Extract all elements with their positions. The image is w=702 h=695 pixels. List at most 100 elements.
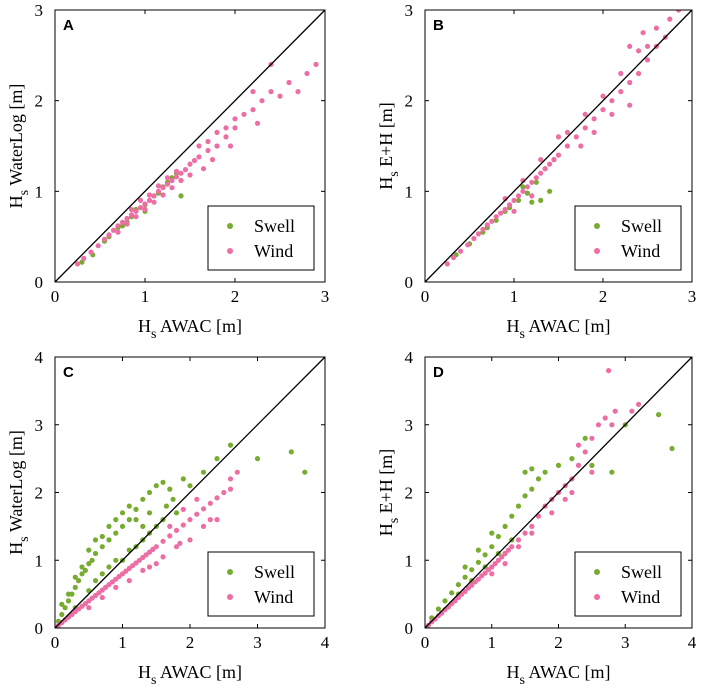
data-point [115, 223, 121, 229]
data-point [119, 223, 126, 229]
y-axis-label: Hs E+H [m] [376, 102, 402, 190]
data-point [475, 547, 481, 553]
data-point [529, 523, 535, 530]
x-axis-label-sub: s [151, 673, 156, 688]
y-tick-label: 4 [405, 348, 414, 367]
data-point [522, 469, 528, 475]
data-point [442, 598, 448, 604]
x-axis-label-rest: AWAC [m] [525, 316, 611, 336]
y-axis-label-main: H [376, 523, 396, 536]
data-point [529, 193, 535, 199]
data-point [180, 522, 186, 528]
data-point [88, 249, 94, 255]
x-axis-label: Hs AWAC [m] [138, 316, 242, 342]
y-axis-label: Hs E+H [m] [376, 449, 402, 537]
data-point [178, 177, 184, 184]
data-point [99, 544, 105, 550]
data-point [515, 197, 522, 203]
data-point [489, 218, 495, 224]
legend-label-swell: Swell [254, 562, 295, 582]
x-tick-label: 2 [599, 287, 608, 306]
data-point [600, 107, 606, 113]
data-point [475, 559, 481, 565]
data-point [254, 120, 261, 126]
data-point [160, 538, 166, 544]
data-point [180, 476, 186, 482]
data-point [551, 157, 557, 163]
data-point [234, 469, 240, 475]
data-point [214, 129, 220, 135]
data-point [106, 523, 112, 530]
data-point [520, 188, 526, 194]
x-tick-label: 3 [621, 633, 630, 652]
data-point [153, 561, 159, 567]
data-layer [55, 442, 308, 628]
data-point [89, 557, 95, 563]
data-point [133, 506, 139, 512]
reference-line-1-1 [54, 356, 326, 629]
x-axis-label-sub: s [151, 327, 156, 342]
legend-box [207, 205, 315, 271]
data-point [609, 111, 615, 117]
data-point [522, 530, 528, 536]
data-point [194, 511, 200, 517]
y-tick-label: 2 [405, 92, 414, 111]
data-point [140, 496, 146, 502]
x-axis-label: Hs AWAC [m] [138, 662, 242, 688]
data-point [191, 157, 198, 164]
y-tick-label: 1 [35, 551, 44, 570]
data-point [589, 462, 595, 468]
data-point [207, 517, 213, 523]
data-point [535, 476, 542, 482]
y-axis-label-sub: s [17, 536, 32, 541]
data-point [547, 188, 553, 194]
data-point [498, 210, 504, 216]
data-point [95, 243, 101, 249]
data-point [164, 175, 171, 181]
data-point [669, 445, 675, 452]
data-point [187, 172, 193, 178]
y-tick-label: 1 [35, 182, 44, 201]
data-point [515, 503, 522, 509]
data-point [227, 143, 234, 149]
y-axis-label-rest: E+H [m] [376, 102, 396, 171]
x-tick-label: 2 [186, 633, 195, 652]
data-point [562, 496, 568, 502]
data-point [254, 456, 261, 462]
data-point [495, 557, 501, 563]
data-point [609, 98, 615, 104]
legend-marker-swell [227, 223, 233, 229]
data-point [214, 517, 220, 523]
data-point [573, 134, 579, 140]
data-point [656, 412, 662, 418]
data-point [538, 170, 544, 176]
data-point [200, 506, 207, 512]
data-point [295, 89, 301, 95]
data-point [128, 212, 135, 218]
data-point [495, 533, 501, 540]
data-point [79, 571, 85, 577]
data-point [180, 506, 186, 512]
legend-label-swell: Swell [621, 216, 662, 236]
data-point [113, 584, 119, 591]
data-point [493, 214, 499, 220]
x-axis-label-rest: AWAC [m] [156, 316, 242, 336]
data-point [153, 544, 159, 550]
data-point [511, 197, 517, 203]
data-point [444, 261, 450, 267]
data-point [653, 25, 660, 31]
axes-box [424, 9, 693, 283]
y-axis-label-rest: WaterLog [m] [6, 430, 26, 536]
y-tick-label: 1 [405, 551, 414, 570]
data-point [676, 10, 682, 13]
data-point [469, 567, 475, 573]
data-point [636, 70, 642, 77]
legend-label-wind: Wind [254, 241, 293, 261]
data-point [163, 503, 169, 509]
x-axis-label-main: H [138, 316, 151, 336]
data-point [72, 574, 78, 580]
legend-marker-swell [594, 223, 600, 229]
data-point [241, 111, 247, 117]
data-point [493, 217, 499, 223]
